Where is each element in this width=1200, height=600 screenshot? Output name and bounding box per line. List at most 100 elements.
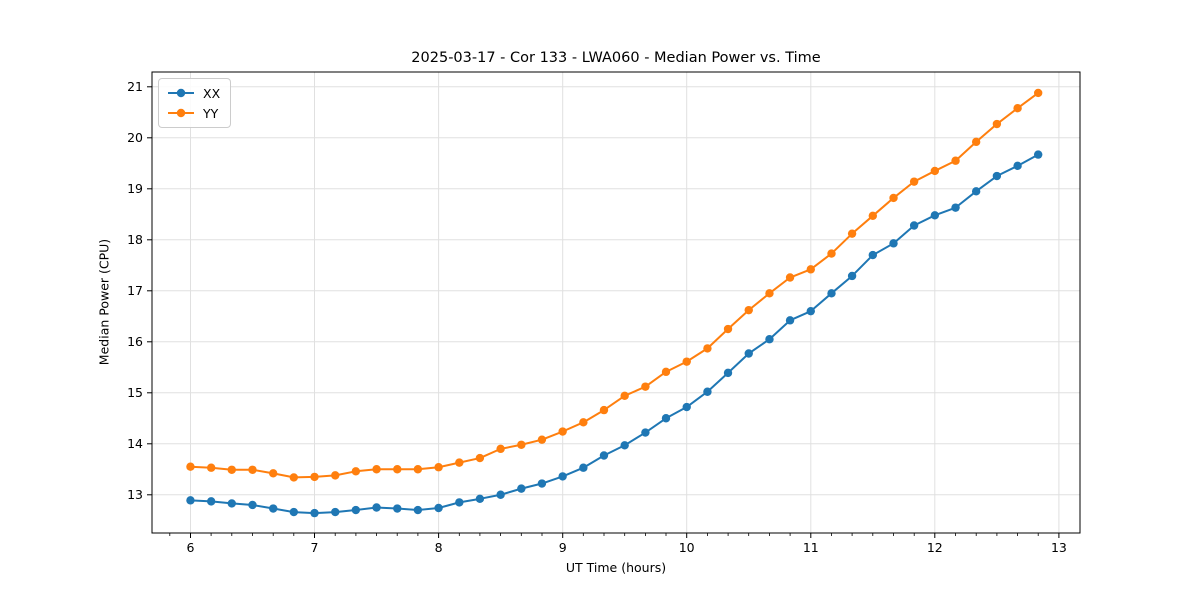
data-point-xx <box>806 306 815 316</box>
data-point-yy <box>1033 88 1043 98</box>
data-point-yy <box>785 273 795 282</box>
data-point-yy <box>827 249 836 258</box>
x-tick-label: 9 <box>559 540 567 555</box>
data-point-yy <box>372 465 381 474</box>
data-point-xx <box>206 497 216 506</box>
data-point-yy <box>310 472 319 482</box>
data-point-yy <box>579 418 588 427</box>
x-tick-label: 6 <box>187 540 195 555</box>
data-point-yy <box>971 137 981 147</box>
data-point-yy <box>331 471 340 480</box>
data-point-xx <box>641 428 650 437</box>
x-minor-ticks <box>169 533 1039 536</box>
legend-label-yy: YY <box>203 105 219 121</box>
data-point-yy <box>558 427 567 436</box>
data-point-xx <box>847 271 857 281</box>
y-tick-label: 16 <box>127 334 143 349</box>
data-point-xx <box>537 479 547 488</box>
data-point-yy <box>992 119 1002 129</box>
data-point-xx <box>703 387 712 396</box>
y-tick-label: 20 <box>127 130 143 145</box>
data-point-yy <box>455 458 464 467</box>
legend: XX YY <box>158 78 232 128</box>
data-point-yy <box>723 324 733 334</box>
data-point-yy <box>930 166 940 176</box>
data-point-yy <box>289 473 299 482</box>
data-point-xx <box>186 496 195 505</box>
data-point-xx <box>827 289 836 298</box>
chart-title: 2025-03-17 - Cor 133 - LWA060 - Median P… <box>411 50 821 66</box>
data-point-yy <box>475 453 485 463</box>
data-point-yy <box>351 467 361 476</box>
data-point-xx <box>269 504 278 513</box>
data-point-yy <box>744 305 753 315</box>
data-point-xx <box>227 499 236 508</box>
data-point-yy <box>206 463 216 472</box>
data-point-xx <box>331 507 340 517</box>
x-tick-label: 12 <box>927 540 943 555</box>
y-tick-label: 17 <box>127 283 143 298</box>
data-point-xx <box>372 503 381 512</box>
y-axis-ticks: 13 14 15 16 17 18 19 20 21 <box>127 79 152 502</box>
series-yy <box>186 88 1043 482</box>
data-point-xx <box>868 250 878 260</box>
data-point-yy <box>909 177 919 186</box>
x-axis-label: UT Time (hours) <box>565 560 667 575</box>
data-point-xx <box>1033 150 1043 159</box>
data-point-xx <box>599 451 609 460</box>
data-point-xx <box>723 368 733 378</box>
data-point-xx <box>351 505 361 515</box>
x-tick-label: 10 <box>679 540 695 555</box>
data-point-xx <box>930 211 940 220</box>
x-axis-ticks: 6 7 8 9 10 11 12 13 <box>187 533 1067 555</box>
legend-item-xx: XX <box>167 83 220 103</box>
data-point-xx <box>579 463 588 472</box>
data-point-yy <box>517 440 526 449</box>
data-point-xx <box>413 505 423 515</box>
data-point-yy <box>496 444 505 454</box>
x-tick-label: 13 <box>1051 540 1067 555</box>
y-tick-label: 13 <box>127 487 143 502</box>
data-point-xx <box>661 414 671 423</box>
data-point-xx <box>889 239 898 248</box>
y-tick-label: 18 <box>127 232 143 247</box>
data-point-yy <box>682 357 691 366</box>
data-point-xx <box>785 316 795 325</box>
data-point-yy <box>620 391 629 401</box>
data-point-yy <box>868 211 878 221</box>
data-point-yy <box>413 465 423 474</box>
data-point-yy <box>537 435 547 444</box>
x-tick-label: 8 <box>435 540 443 555</box>
data-point-xx <box>475 494 485 504</box>
data-point-xx <box>620 441 629 450</box>
y-tick-label: 14 <box>127 436 143 451</box>
data-point-xx <box>765 335 774 344</box>
y-tick-label: 15 <box>127 385 143 400</box>
data-point-yy <box>806 265 815 274</box>
data-point-xx <box>455 498 464 507</box>
legend-line-yy-icon <box>168 108 194 118</box>
data-point-xx <box>434 503 443 513</box>
data-point-xx <box>971 187 981 196</box>
data-point-yy <box>765 289 774 298</box>
plot-border <box>151 71 1081 534</box>
legend-line-xx-icon <box>168 88 194 98</box>
data-point-xx <box>992 171 1002 181</box>
data-point-yy <box>227 465 236 474</box>
series-line-yy <box>189 91 1040 479</box>
data-point-yy <box>434 463 443 472</box>
data-point-yy <box>269 469 278 478</box>
x-tick-label: 11 <box>803 540 819 555</box>
data-point-xx <box>1013 161 1022 171</box>
data-point-yy <box>1013 104 1022 113</box>
data-point-xx <box>682 402 691 412</box>
data-point-yy <box>951 156 960 165</box>
data-point-yy <box>248 465 257 474</box>
data-point-xx <box>393 504 402 513</box>
data-point-xx <box>310 508 319 518</box>
data-point-yy <box>186 462 195 471</box>
data-point-yy <box>889 193 898 203</box>
data-point-yy <box>393 465 402 474</box>
